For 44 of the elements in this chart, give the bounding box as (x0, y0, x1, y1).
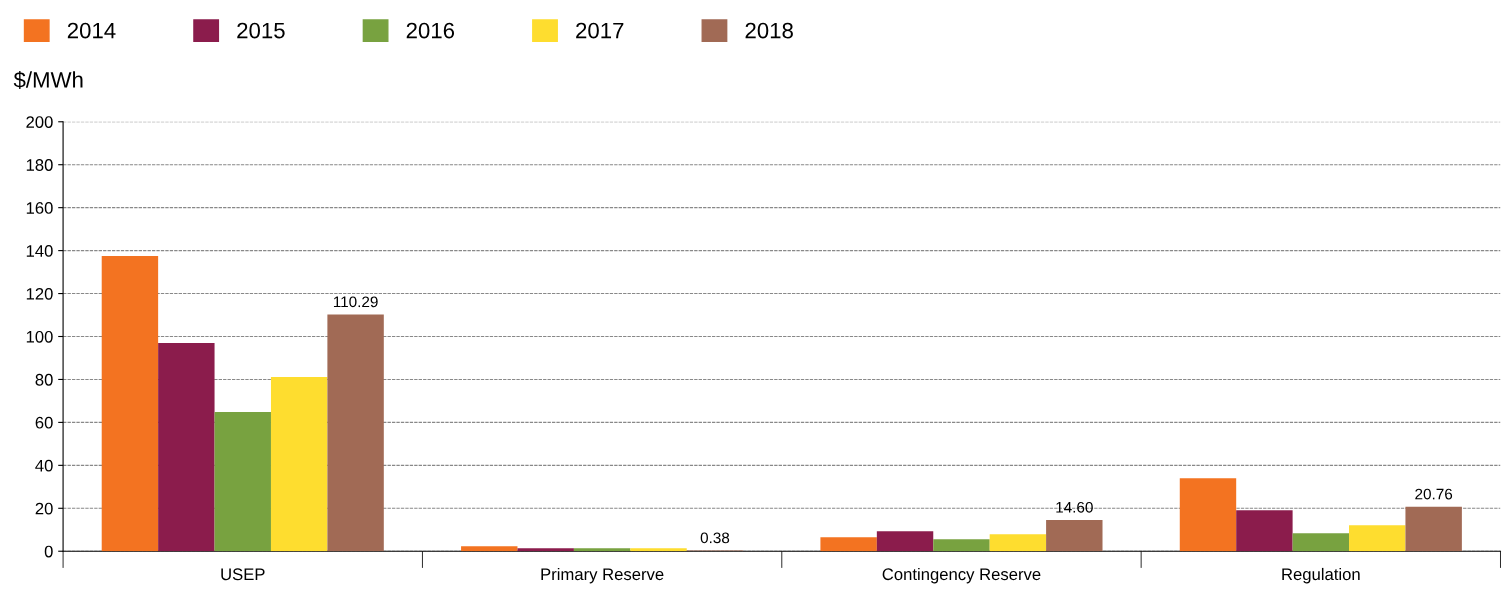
bar (214, 412, 271, 552)
bar (1179, 478, 1237, 552)
y-tick-label: 180 (26, 159, 53, 171)
data-label: 0.38 (700, 532, 730, 544)
legend-label: 2014 (67, 22, 116, 39)
bar (1236, 510, 1293, 552)
y-tick-label: 80 (35, 373, 53, 386)
legend-label: 2017 (576, 22, 624, 39)
y-tick-label: 60 (35, 416, 53, 429)
bar (1349, 525, 1406, 552)
bar (630, 548, 687, 552)
y-tick-label: 200 (26, 116, 53, 128)
bar (1292, 533, 1350, 552)
y-tick-label: 160 (26, 202, 53, 214)
data-label: 14.60 (1056, 501, 1093, 513)
bar (876, 531, 934, 552)
x-tick-label: Contingency Reserve (882, 567, 1041, 584)
y-tick-label: 0 (44, 545, 53, 558)
legend-label: 2016 (406, 22, 455, 39)
bar (461, 546, 518, 552)
x-tick-label: Regulation (1282, 567, 1360, 584)
y-tick-label: 140 (26, 245, 53, 257)
legend-label: 2015 (237, 22, 285, 39)
bar (573, 548, 631, 552)
x-tick-label: Primary Reserve (541, 567, 664, 584)
y-tick-label: 20 (35, 502, 53, 515)
y-axis-title: $/MWh (13, 71, 83, 89)
bar (1405, 506, 1462, 552)
bar (933, 539, 990, 552)
bar (517, 548, 574, 552)
y-tick-label: 40 (35, 459, 53, 472)
bar (820, 537, 877, 552)
data-label: 20.76 (1415, 488, 1453, 500)
bar (158, 342, 215, 552)
bar (989, 534, 1047, 552)
bar (270, 377, 328, 552)
y-tick-label: 120 (26, 287, 53, 300)
data-label: 110.29 (333, 296, 378, 308)
x-tick-label: USEP (221, 568, 265, 581)
bar (101, 255, 159, 552)
bar (327, 314, 384, 552)
bar (1046, 519, 1103, 552)
legend-label: 2018 (745, 22, 793, 39)
y-tick-label: 100 (26, 330, 53, 343)
